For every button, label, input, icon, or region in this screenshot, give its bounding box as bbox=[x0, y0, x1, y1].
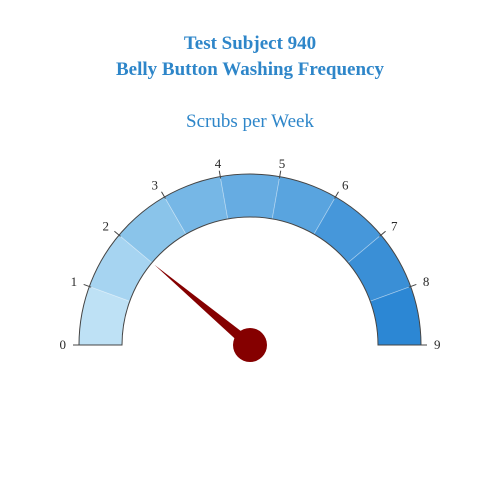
gauge-ticks: 0 1 2 3 4 5 6 7 8 9 bbox=[60, 156, 441, 352]
gauge-needle-pointer bbox=[154, 264, 254, 350]
tick-mark-7 bbox=[379, 230, 386, 237]
tick-mark-5 bbox=[278, 170, 282, 179]
tick-label-6: 6 bbox=[342, 178, 349, 193]
tick-mark-3 bbox=[161, 191, 166, 199]
tick-mark-6 bbox=[334, 191, 339, 199]
gauge-bands bbox=[78, 173, 422, 346]
tick-label-4: 4 bbox=[215, 156, 222, 171]
tick-label-5: 5 bbox=[279, 156, 286, 171]
chart-title-line-2: Belly Button Washing Frequency bbox=[116, 59, 384, 80]
tick-mark-2 bbox=[114, 230, 121, 237]
tick-mark-4 bbox=[218, 170, 222, 179]
chart-subtitle: Scrubs per Week bbox=[186, 111, 314, 132]
gauge-outline-path bbox=[78, 173, 422, 346]
gauge-needle bbox=[154, 264, 267, 362]
chart-title-line-1: Test Subject 940 bbox=[183, 33, 317, 54]
tick-label-2: 2 bbox=[103, 219, 110, 234]
gauge-outline bbox=[78, 173, 422, 346]
tick-label-9: 9 bbox=[434, 337, 441, 352]
gauge-needle-hub bbox=[233, 328, 267, 362]
gauge-band-4 bbox=[219, 173, 281, 220]
tick-label-0: 0 bbox=[60, 337, 67, 352]
tick-label-7: 7 bbox=[391, 219, 398, 234]
tick-label-3: 3 bbox=[152, 178, 159, 193]
tick-label-8: 8 bbox=[423, 274, 430, 289]
tick-mark-8 bbox=[408, 283, 417, 288]
tick-mark-1 bbox=[83, 283, 92, 288]
tick-label-1: 1 bbox=[71, 274, 78, 289]
